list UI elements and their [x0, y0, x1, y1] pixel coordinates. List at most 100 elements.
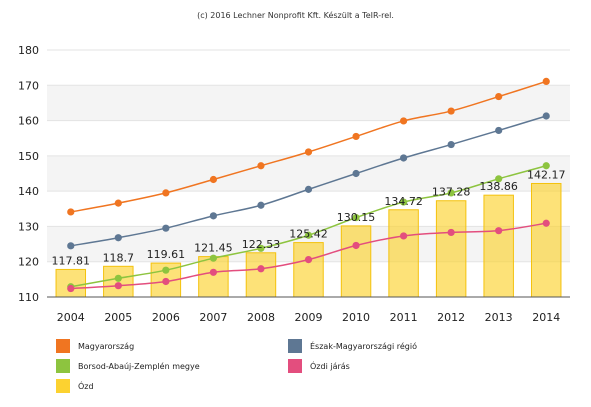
- x-tick-label: 2013: [485, 311, 513, 324]
- series-point-1: [162, 224, 170, 232]
- series-point-2: [209, 254, 218, 262]
- legend-swatch: [288, 359, 302, 373]
- legend-swatch: [56, 339, 70, 353]
- bar-data-label: 137.28: [432, 186, 471, 199]
- series-point-0: [495, 92, 503, 101]
- series-point-1: [542, 112, 550, 120]
- legend-swatch: [56, 379, 70, 393]
- bar-data-label: 121.45: [194, 242, 233, 255]
- series-point-3: [447, 228, 455, 237]
- bar-data-label: 138.86: [479, 180, 518, 193]
- x-tick-label: 2004: [57, 311, 85, 324]
- series-point-1: [447, 140, 455, 149]
- series-point-0: [162, 189, 170, 197]
- y-tick-label: 170: [18, 79, 39, 92]
- grid-band: [47, 85, 570, 121]
- x-tick-label: 2012: [437, 311, 465, 324]
- series-point-3: [162, 277, 170, 286]
- grid-band: [47, 50, 570, 86]
- x-tick-label: 2006: [152, 311, 180, 324]
- bar-data-label: 125.42: [289, 228, 328, 241]
- series-point-0: [209, 175, 218, 184]
- series-point-1: [67, 242, 75, 250]
- series-point-3: [67, 284, 75, 293]
- series-point-0: [352, 132, 360, 141]
- x-tick-label: 2014: [532, 311, 560, 324]
- y-tick-label: 140: [18, 185, 39, 198]
- bar-ozd: [198, 256, 229, 298]
- series-point-2: [447, 189, 455, 197]
- series-point-2: [162, 266, 170, 274]
- series-point-3: [495, 227, 503, 235]
- series-point-3: [304, 255, 313, 264]
- bar-data-label: 122.53: [242, 238, 281, 251]
- bar-data-label: 134.72: [384, 195, 423, 208]
- y-tick-label: 110: [18, 291, 39, 304]
- series-point-1: [304, 185, 313, 193]
- x-tick-label: 2005: [104, 311, 132, 324]
- series-point-3: [399, 232, 408, 240]
- series-point-3: [209, 268, 218, 276]
- bar-data-label: 119.61: [147, 248, 186, 261]
- series-point-1: [114, 234, 122, 242]
- x-tick-label: 2007: [199, 311, 227, 324]
- series-point-1: [352, 169, 360, 178]
- bar-ozd: [245, 252, 277, 298]
- series-point-0: [542, 77, 550, 86]
- legend-swatch: [56, 359, 70, 373]
- legend-item-magyarorszag[interactable]: Magyarország: [56, 339, 134, 353]
- bar-ozd: [530, 182, 562, 298]
- bar-ozd: [293, 242, 324, 298]
- series-point-3: [257, 265, 265, 273]
- bar-data-label: 117.81: [52, 254, 91, 267]
- bar-ozd: [483, 194, 514, 298]
- series-point-1: [399, 154, 408, 162]
- series-point-0: [257, 162, 265, 170]
- series-point-2: [352, 214, 360, 222]
- legend-item-borsod-abauj-zemplen-megye[interactable]: Borsod-Abaúj-Zemplén megye: [56, 359, 200, 373]
- series-point-2: [114, 274, 122, 282]
- x-tick-label: 2008: [247, 311, 275, 324]
- legend-item-ozdi-jaras[interactable]: Ózdi járás: [288, 359, 350, 373]
- legend-label: Magyarország: [78, 341, 135, 351]
- y-tick-label: 130: [18, 220, 39, 233]
- series-point-0: [399, 117, 408, 125]
- y-tick-label: 180: [18, 44, 39, 57]
- legend-label: Észak-Magyarországi régió: [310, 341, 418, 351]
- series-point-3: [114, 282, 122, 290]
- grid-band: [47, 191, 570, 227]
- x-tick-label: 2009: [295, 311, 323, 324]
- series-point-2: [304, 231, 313, 239]
- x-tick-label: 2011: [390, 311, 418, 324]
- series-point-0: [67, 208, 75, 216]
- series-point-1: [257, 201, 265, 209]
- series-point-3: [542, 219, 550, 227]
- grid-band: [47, 155, 570, 192]
- legend-item-eszak-magyarorszagi-regio[interactable]: Észak-Magyarországi régió: [288, 339, 417, 353]
- bar-ozd: [340, 225, 372, 298]
- chart-credit: (c) 2016 Lechner Nonprofit Kft. Készült …: [197, 11, 394, 20]
- x-tick-label: 2010: [342, 311, 370, 324]
- legend-item-ozd[interactable]: Ózd: [56, 379, 94, 393]
- legend-label: Ózd: [78, 381, 94, 391]
- series-point-1: [209, 212, 218, 220]
- legend-swatch: [288, 339, 302, 353]
- series-point-2: [542, 162, 550, 170]
- y-tick-label: 160: [18, 115, 39, 128]
- bar-ozd: [435, 200, 467, 298]
- y-tick-label: 120: [18, 256, 39, 269]
- bar-data-label: 142.17: [527, 168, 566, 181]
- y-tick-label: 150: [18, 150, 39, 163]
- series-point-3: [352, 241, 360, 250]
- series-point-2: [257, 244, 265, 252]
- legend-label: Ózdi járás: [310, 361, 350, 371]
- series-point-0: [114, 199, 122, 207]
- series-point-0: [447, 107, 455, 115]
- bar-data-label: 130.15: [337, 211, 376, 224]
- series-point-1: [495, 126, 503, 135]
- bar-data-label: 118.7: [103, 251, 135, 264]
- legend-label: Borsod-Abaúj-Zemplén megye: [78, 361, 200, 371]
- series-point-0: [304, 148, 313, 156]
